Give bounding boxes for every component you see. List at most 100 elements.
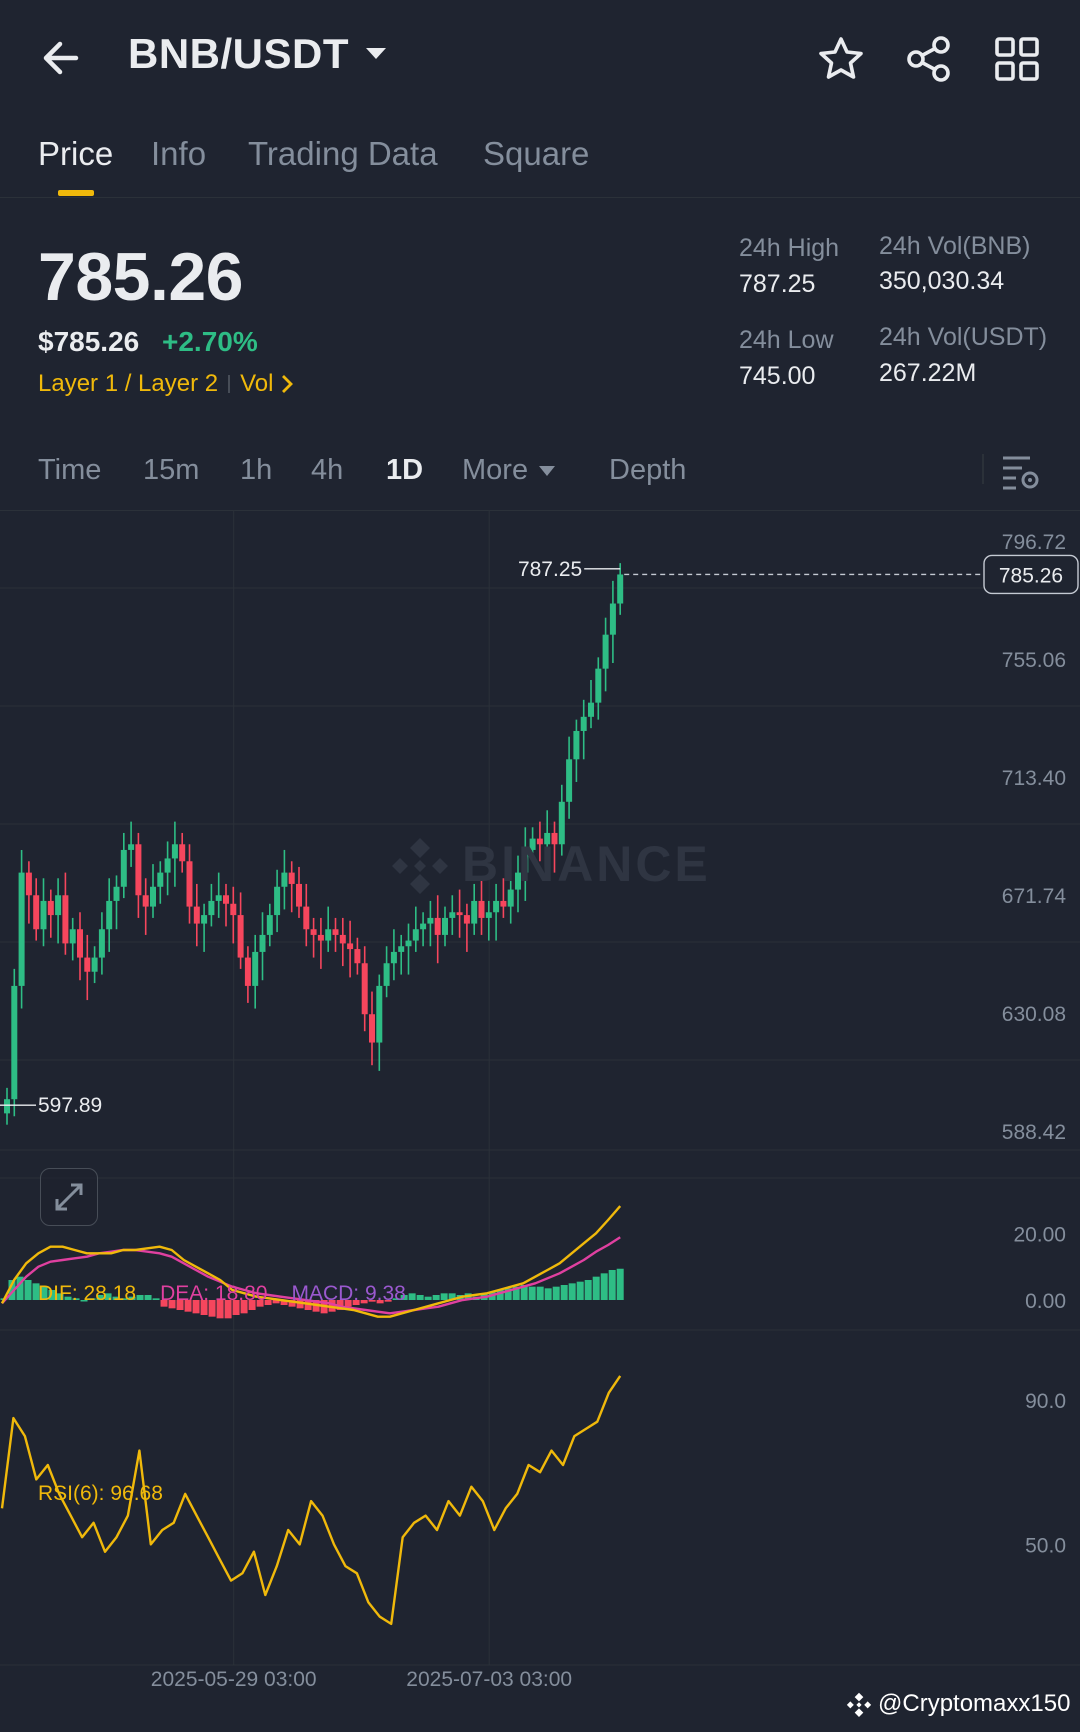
candle-up (493, 900, 500, 913)
candle-up (55, 895, 62, 916)
macd-bar-up (40, 1286, 48, 1300)
macd-bar-up (552, 1286, 560, 1300)
share-button[interactable] (904, 34, 954, 84)
candle-down (361, 963, 368, 1015)
macd-bar-up (16, 1276, 24, 1300)
candle-down (317, 934, 324, 941)
tab-square[interactable]: Square (483, 135, 590, 172)
candle-up (259, 934, 266, 952)
macd-bar-down (160, 1300, 168, 1307)
caret-down-icon (366, 48, 386, 59)
candle-up (274, 886, 281, 916)
macd-bar-up (136, 1295, 144, 1300)
macd-bar-down (352, 1300, 360, 1305)
credit-watermark: @Cryptomaxx150 (846, 1690, 1070, 1718)
chart-settings-button[interactable] (1000, 452, 1042, 492)
candle-up (120, 849, 127, 887)
apps-button[interactable] (992, 34, 1042, 84)
macd-bar-down (344, 1300, 352, 1307)
candle-up (40, 900, 47, 930)
candle-down (478, 900, 485, 918)
candle-up (325, 929, 332, 941)
interval-depth[interactable]: Depth (609, 454, 687, 486)
candle-up (171, 844, 178, 859)
fullscreen-button[interactable] (40, 1168, 98, 1226)
interval-1h[interactable]: 1h (240, 454, 273, 486)
candle-down (193, 906, 200, 924)
macd-bar-up (128, 1296, 136, 1300)
vol-link-label: Vol (240, 370, 274, 397)
macd-bar-up (536, 1286, 544, 1300)
interval-more[interactable]: More (462, 454, 556, 487)
candle-series (4, 563, 624, 1125)
price-change-percent: +2.70% (162, 326, 258, 357)
candle-up (157, 872, 164, 887)
candle-up (442, 917, 448, 935)
candle-up (281, 872, 288, 887)
candle-up (529, 838, 536, 850)
candle-up (69, 929, 76, 944)
macd-bar-down (304, 1300, 312, 1310)
vol-link[interactable]: Vol (240, 370, 294, 398)
tab-trading-data[interactable]: Trading Data (248, 135, 438, 172)
candle-down (223, 895, 229, 904)
macd-bar-up (416, 1295, 424, 1300)
candle-down (25, 872, 32, 896)
candle-down (347, 943, 354, 950)
macd-bar-up (496, 1290, 504, 1300)
macd-bar-down (264, 1300, 272, 1305)
macd-bar-up (608, 1270, 616, 1300)
macd-bar-up (432, 1295, 440, 1300)
tab-info[interactable]: Info (151, 135, 207, 172)
macd-panel (0, 1205, 624, 1319)
macd-bar-up (88, 1298, 96, 1300)
macd-bar-down (240, 1300, 248, 1314)
current-price-tag: 785.26 (999, 564, 1063, 587)
dif-value: DIF: 28.18 (38, 1282, 137, 1305)
macd-bar-down (360, 1300, 368, 1304)
macd-bar-down (296, 1300, 304, 1309)
vol-base-value: 350,030.34 (879, 267, 1005, 295)
low-label: 24h Low (739, 326, 834, 354)
interval-15m[interactable]: 15m (143, 454, 200, 486)
macd-value: MACD: 9.38 (291, 1282, 406, 1305)
favorite-button[interactable] (816, 34, 866, 84)
interval-4h[interactable]: 4h (311, 454, 344, 486)
interval-time[interactable]: Time (38, 454, 102, 486)
candle-down (434, 917, 441, 935)
category-tag[interactable]: Layer 1 / Layer 2 (38, 370, 219, 397)
macd-bar-up (512, 1286, 520, 1300)
arrow-left-icon (43, 41, 79, 75)
macd-bar-down (168, 1300, 176, 1309)
macd-bar-down (232, 1300, 240, 1315)
macd-bar-down (208, 1300, 216, 1317)
candle-up (412, 929, 419, 941)
candle-down (332, 929, 339, 935)
time-axis-label: 2025-07-03 03:00 (406, 1668, 572, 1690)
macd-bar-up (576, 1281, 584, 1300)
price-chart[interactable]: 796.72 755.06 713.40 671.74 630.08 588.42 2025… (0, 510, 1080, 1690)
binance-logo-icon (846, 1692, 872, 1717)
candle-down (456, 912, 463, 916)
pair-selector[interactable]: BNB/USDT (128, 30, 387, 78)
candle-up (522, 849, 529, 873)
interval-more-label: More (462, 454, 529, 486)
macd-bar-down (192, 1300, 200, 1314)
macd-bar-up (72, 1298, 80, 1300)
candle-up (573, 730, 580, 760)
last-price: 785.26 (38, 239, 243, 315)
candle-up (91, 957, 98, 972)
candle-down (354, 949, 361, 964)
pair-title: BNB/USDT (128, 30, 349, 77)
macd-bar-down (376, 1300, 384, 1304)
macd-bar-up (96, 1295, 104, 1300)
macd-bar-down (176, 1300, 184, 1310)
interval-1d[interactable]: 1D (386, 454, 424, 486)
candle-up (427, 917, 434, 924)
back-button[interactable] (36, 30, 92, 86)
macd-bar-up (112, 1296, 120, 1300)
candle-up (609, 603, 616, 635)
candle-down (288, 872, 295, 884)
macd-bar-up (32, 1283, 40, 1300)
tab-price[interactable]: Price (38, 135, 114, 172)
